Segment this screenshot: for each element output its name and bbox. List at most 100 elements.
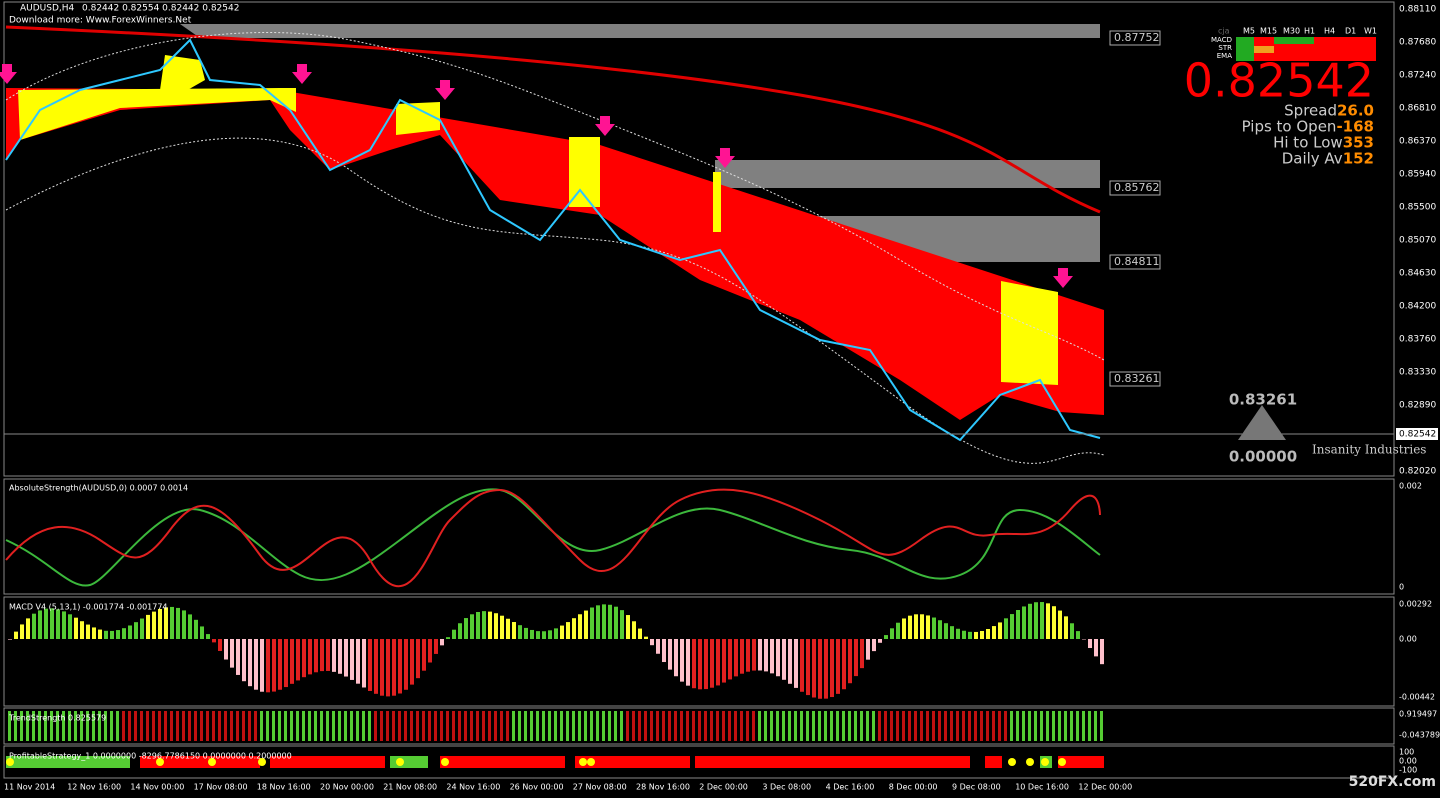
trend-bar <box>1094 711 1097 741</box>
macd-bar <box>296 639 300 680</box>
logo-shape <box>1238 405 1286 440</box>
macd-bar <box>320 639 324 671</box>
trend-bar <box>968 711 971 741</box>
trend-bar <box>830 711 833 741</box>
macd-bar <box>20 624 24 639</box>
trend-bar <box>980 711 983 741</box>
trend-bar <box>788 711 791 741</box>
macd-bar <box>938 620 942 639</box>
trend-bar <box>590 711 593 741</box>
macd-bar <box>824 639 828 699</box>
trend-bar <box>572 711 575 741</box>
trend-bar <box>380 711 383 741</box>
trend-bar <box>146 711 149 741</box>
trend-bar <box>914 711 917 741</box>
row-label: STR <box>1218 44 1232 52</box>
macd-bar <box>224 639 228 660</box>
macd-bar <box>914 614 918 639</box>
timeframe: cja <box>1218 27 1230 36</box>
macd-bar <box>8 639 12 640</box>
timeframe: D1 <box>1345 27 1356 36</box>
trend-bar <box>296 711 299 741</box>
trend-bar <box>782 711 785 741</box>
macd-bar <box>770 639 774 673</box>
macd-bar <box>272 639 276 692</box>
trend-bar <box>368 711 371 741</box>
macd-bar <box>1034 602 1038 639</box>
download-note: Download more: Www.ForexWinners.Net <box>9 16 192 26</box>
logo-top: 0.83261 <box>1229 391 1297 409</box>
macd-bar <box>560 626 564 639</box>
macd-bar <box>1016 610 1020 639</box>
trend-bar <box>734 711 737 741</box>
trend-bar <box>746 711 749 741</box>
time-label: 20 Nov 00:00 <box>320 783 374 792</box>
trend-bar <box>758 711 761 741</box>
macd-bar <box>632 621 636 639</box>
timeframe: M15 <box>1260 27 1277 36</box>
macd-bar <box>1010 614 1014 639</box>
macd-bar <box>176 608 180 639</box>
macd-bar <box>638 629 642 639</box>
trend-bar <box>542 711 545 741</box>
macd-bar <box>554 628 558 639</box>
trend-bar <box>410 711 413 741</box>
level-label: 0.84811 <box>1114 255 1160 268</box>
macd-bar <box>284 639 288 687</box>
indicator-panels <box>4 479 1394 778</box>
trend-bar <box>620 711 623 741</box>
macd-bar <box>968 632 972 639</box>
trend-bar <box>890 711 893 741</box>
macd-bar <box>1022 606 1026 639</box>
macd-bar <box>806 639 810 695</box>
trend-bar <box>566 711 569 741</box>
strategy-bar <box>390 756 428 768</box>
price-tick-label: 0.85940 <box>1399 170 1436 180</box>
strategy-dot <box>587 758 595 766</box>
trend-bar <box>1004 711 1007 741</box>
macd-bar <box>92 627 96 639</box>
level-label: 0.87752 <box>1114 31 1160 44</box>
macd-bar <box>356 639 360 684</box>
trend-bar <box>200 711 203 741</box>
time-label: 27 Nov 08:00 <box>573 783 627 792</box>
time-label: 12 Dec 00:00 <box>1078 783 1132 792</box>
trend-bar <box>692 711 695 741</box>
trend-bar <box>1058 711 1061 741</box>
macd-bar <box>362 639 366 687</box>
trend-bar <box>242 711 245 741</box>
trend-bar <box>686 711 689 741</box>
trend-bar <box>596 711 599 741</box>
macd-bar <box>650 639 654 645</box>
strategy-dot <box>579 758 587 766</box>
trend-bar <box>536 711 539 741</box>
macd-bar <box>38 610 42 639</box>
indicator-axis-label: 0.00 <box>1399 757 1417 766</box>
timeframe: H4 <box>1324 27 1335 36</box>
macd-bar <box>758 639 762 670</box>
macd-bar <box>896 623 900 639</box>
dashboard-grid <box>1274 37 1314 44</box>
trend-bar <box>494 711 497 741</box>
macd-bar <box>122 628 126 639</box>
trend-bar <box>464 711 467 741</box>
trend-bar <box>284 711 287 741</box>
trend-bar <box>518 711 521 741</box>
macd-bar <box>446 637 450 639</box>
trend-bar <box>986 711 989 741</box>
time-label: 4 Dec 16:00 <box>826 783 875 792</box>
strategy-dot <box>1041 758 1049 766</box>
macd-bar <box>230 639 234 668</box>
macd-bar <box>32 614 36 639</box>
macd-bar <box>1070 623 1074 639</box>
macd-bar <box>374 639 378 694</box>
macd-bar <box>542 631 546 639</box>
macd-bar <box>140 619 144 639</box>
price-tick-label: 0.87240 <box>1399 71 1436 81</box>
indicator-axis-label: 0.00292 <box>1399 600 1432 609</box>
trend-bar <box>182 711 185 741</box>
macd-bar <box>428 639 432 662</box>
macd-bar <box>386 639 390 696</box>
trend-bar <box>164 711 167 741</box>
trend-bar <box>1022 711 1025 741</box>
